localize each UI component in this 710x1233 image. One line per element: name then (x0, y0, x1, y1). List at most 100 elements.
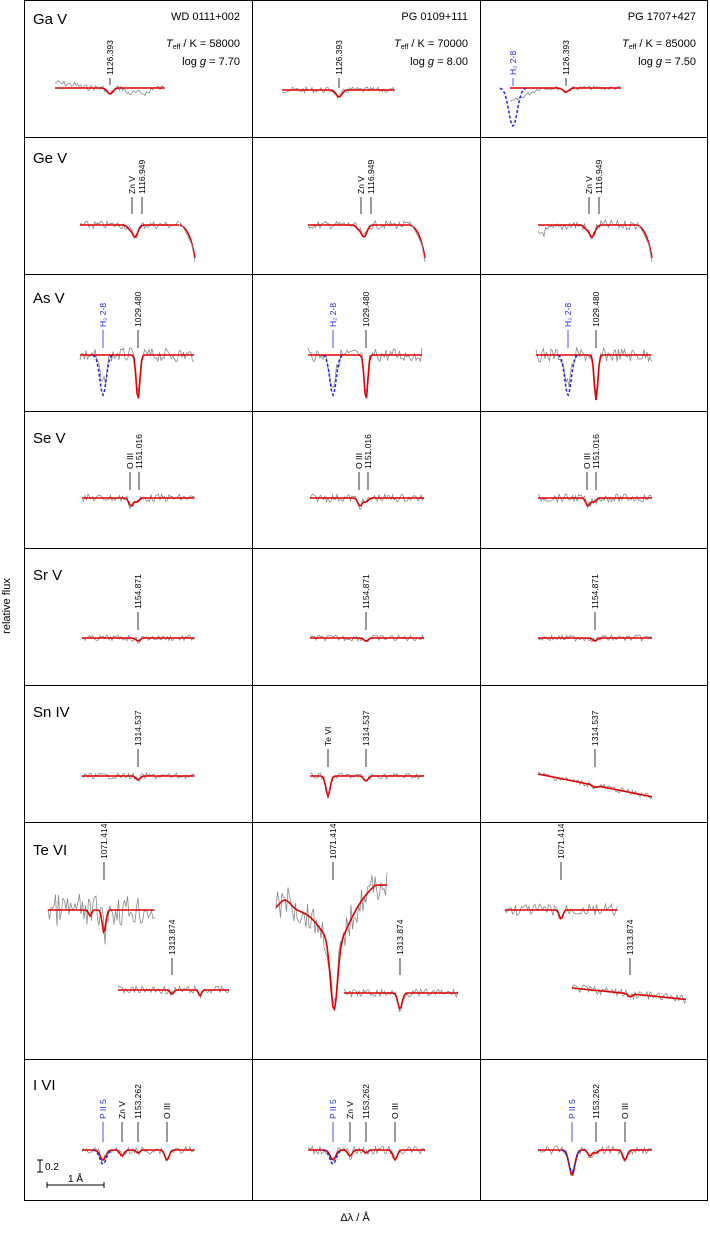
figure-frame (24, 0, 708, 1201)
model-spectrum (308, 224, 410, 238)
line-label-te-vi: Te VI (323, 727, 333, 746)
line-label-o-iii: O III (354, 453, 364, 469)
model-spectrum (82, 497, 195, 507)
model-spectrum (55, 87, 165, 95)
line-label-1029: 1029.480 (591, 291, 601, 327)
line-label-1154: 1154.871 (590, 574, 600, 609)
line-label-zn-v: Zn V (584, 176, 594, 194)
line-label-1116: 1116.949 (366, 160, 376, 194)
observed-spectrum (47, 894, 155, 945)
model-spectrum (118, 989, 229, 997)
line-label-o-iii: O III (162, 1103, 172, 1119)
model-spectrum (344, 992, 458, 1011)
model-spectrum (310, 775, 424, 799)
model-spectrum (82, 637, 195, 642)
line-label-o-iii: O III (125, 453, 135, 469)
line-label-1314: 1314.537 (361, 710, 371, 746)
ism-label-h2: H₂ 2-8 (508, 51, 518, 75)
ion-label-ge-v: Ge V (33, 150, 67, 167)
ism-model-spectrum (561, 1149, 582, 1174)
model-spectrum (538, 637, 652, 642)
observed-spectrum (81, 634, 195, 644)
ion-label-sn-iv: Sn IV (33, 704, 70, 721)
ism-label-h2: H₂ 2-8 (328, 303, 338, 327)
model-spectrum (538, 1149, 652, 1176)
star-name: PG 1707+427 (628, 11, 696, 23)
x-axis-label: Δλ / Å (340, 1212, 370, 1224)
model-spectrum (308, 1149, 425, 1162)
ism-label-p-ii: P II 5 (328, 1099, 338, 1119)
line-label-1151: 1151.016 (134, 434, 144, 469)
model-spectrum (536, 354, 652, 401)
ion-label-te-vi: Te VI (33, 842, 67, 859)
model-spectrum (80, 224, 179, 238)
line-label-1314: 1314.537 (133, 710, 143, 746)
ion-label-as-v: As V (33, 290, 65, 307)
ism-label-p-ii: P II 5 (98, 1099, 108, 1119)
observed-spectrum (309, 633, 425, 643)
model-spectrum (82, 775, 195, 781)
ism-label-h2: H₂ 2-8 (563, 303, 573, 327)
model-spectrum (275, 884, 387, 1012)
observed-spectrum-edge (179, 221, 196, 263)
ion-label-i-vi: I VI (33, 1077, 56, 1094)
model-spectrum (537, 773, 653, 798)
ism-model-spectrum (92, 1149, 113, 1165)
ism-label-h2: H₂ 2-8 (98, 303, 108, 327)
model-spectrum-edge (179, 224, 196, 259)
line-label-1153: 1153.262 (133, 1084, 143, 1119)
model-spectrum (282, 89, 395, 98)
observed-spectrum (343, 987, 459, 1013)
observed-spectrum (537, 218, 638, 240)
observed-spectrum (504, 902, 618, 920)
model-spectrum-edge (636, 224, 653, 259)
observed-spectrum (309, 492, 425, 510)
line-label-1071: 1071.414 (99, 823, 109, 859)
wavelength-scale-label: 1 Å (68, 1172, 83, 1185)
line-label-1126: 1126.393 (105, 40, 115, 75)
ion-label-se-v: Se V (33, 430, 66, 447)
line-label-1151: 1151.016 (363, 434, 373, 469)
star-name: PG 0109+111 (401, 11, 468, 23)
teff-value: Teff / K = 58000 (166, 38, 240, 51)
line-label-1154: 1154.871 (361, 574, 371, 609)
model-spectrum (538, 497, 652, 507)
line-label-zn-v: Zn V (356, 176, 366, 194)
observed-spectrum (571, 984, 687, 1005)
line-label-1126: 1126.393 (334, 40, 344, 75)
line-label-1126: 1126.393 (561, 40, 571, 75)
line-label-o-iii: O III (390, 1103, 400, 1119)
observed-spectrum (537, 1145, 653, 1177)
observed-spectrum (537, 771, 653, 799)
logg-value: log g = 7.70 (182, 56, 240, 68)
ism-label-p-ii: P II 5 (567, 1099, 577, 1119)
ism-model-spectrum (557, 354, 578, 397)
line-label-1314: 1314.537 (590, 710, 600, 746)
line-label-1313: 1313.874 (625, 919, 635, 955)
model-spectrum (48, 909, 155, 935)
observed-spectrum-edge (409, 221, 426, 263)
star-name: WD 0111+002 (171, 11, 240, 23)
line-label-1116: 1116.949 (137, 160, 147, 194)
line-label-1071: 1071.414 (556, 823, 566, 859)
model-spectrum (510, 87, 621, 93)
line-label-1313: 1313.874 (395, 919, 405, 955)
model-spectrum (308, 354, 422, 399)
ism-model-spectrum (499, 87, 527, 128)
model-spectrum (505, 909, 618, 920)
y-axis-label: relative flux (1, 578, 13, 634)
line-label-1153: 1153.262 (591, 1084, 601, 1119)
observed-spectrum (275, 872, 388, 1005)
line-label-1313: 1313.874 (167, 919, 177, 955)
line-label-1029: 1029.480 (133, 291, 143, 327)
teff-value: Teff / K = 85000 (622, 38, 696, 51)
line-label-1154: 1154.871 (133, 574, 143, 609)
line-label-1116: 1116.949 (594, 160, 604, 194)
model-spectrum (82, 1149, 195, 1162)
ism-model-spectrum (92, 354, 113, 397)
observed-spectrum (307, 220, 411, 237)
line-label-1029: 1029.480 (361, 291, 371, 327)
line-label-o-iii: O III (620, 1103, 630, 1119)
model-spectrum (310, 497, 424, 507)
line-label-1151: 1151.016 (591, 434, 601, 469)
